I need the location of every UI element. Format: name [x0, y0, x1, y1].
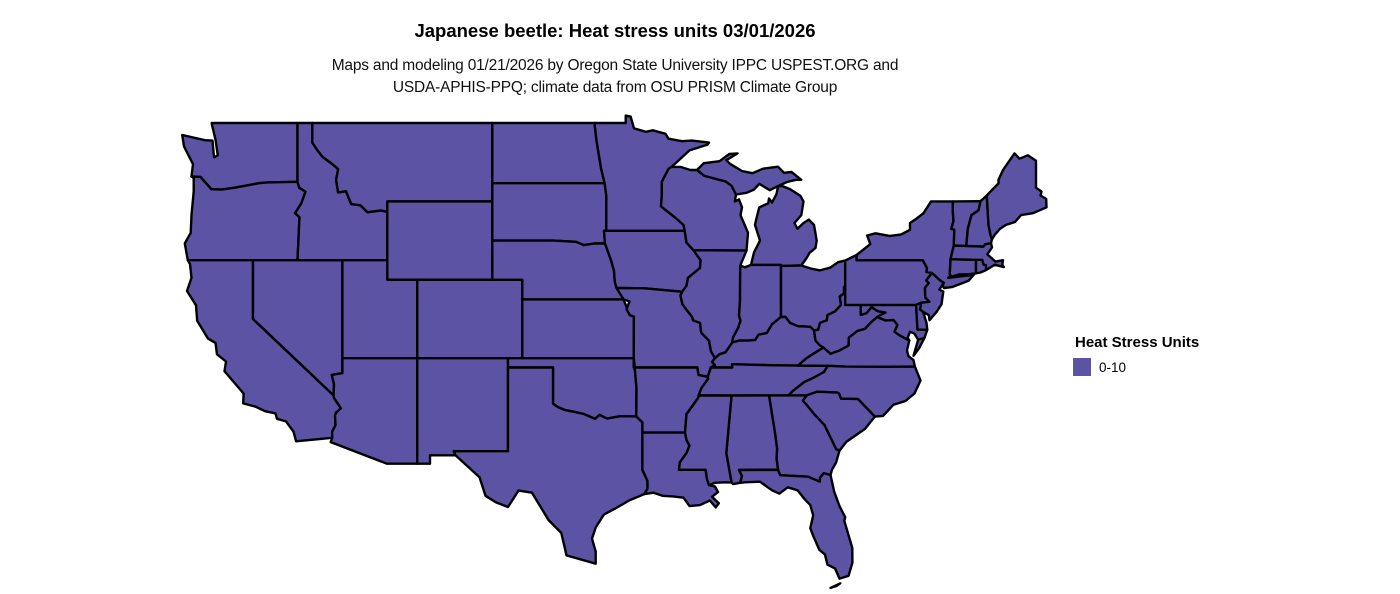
state-AZ — [329, 357, 419, 465]
state-VA — [912, 336, 926, 357]
legend-row: 0-10 — [1073, 358, 1199, 376]
state-FL — [737, 468, 854, 580]
states-layer — [181, 114, 1048, 590]
map-subtitle: Maps and modeling 01/21/2026 by Oregon S… — [0, 55, 1230, 99]
state-NJ — [918, 271, 945, 322]
legend-title: Heat Stress Units — [1075, 334, 1200, 351]
map-title: Japanese beetle: Heat stress units 03/01… — [414, 20, 816, 41]
state-ME — [985, 152, 1048, 241]
state-NM — [416, 357, 510, 465]
state-MD — [859, 303, 929, 342]
headings: Japanese beetle: Heat stress units 03/01… — [0, 0, 1230, 99]
state-KS — [521, 298, 636, 360]
legend-swatch-0-10 — [1073, 358, 1091, 376]
state-WY — [386, 200, 494, 281]
state-MI — [749, 184, 818, 268]
state-TX — [452, 366, 649, 565]
legend-label: 0-10 — [1099, 359, 1127, 375]
state-FL — [829, 582, 842, 590]
state-OR — [183, 175, 307, 262]
state-CO — [416, 278, 524, 360]
state-MN — [593, 114, 711, 232]
state-ND — [491, 121, 606, 185]
state-PA — [844, 253, 934, 307]
legend: Heat Stress Units 0-10 — [1073, 334, 1200, 376]
state-WI — [659, 165, 750, 252]
state-MI — [695, 152, 803, 196]
state-MS — [677, 394, 733, 487]
state-CT — [946, 258, 978, 279]
map-subtitle-line2: USDA-APHIS-PPQ; climate data from OSU PR… — [392, 79, 838, 96]
state-SD — [491, 182, 608, 247]
map-subtitle-line1: Maps and modeling 01/21/2026 by Oregon S… — [331, 57, 899, 74]
